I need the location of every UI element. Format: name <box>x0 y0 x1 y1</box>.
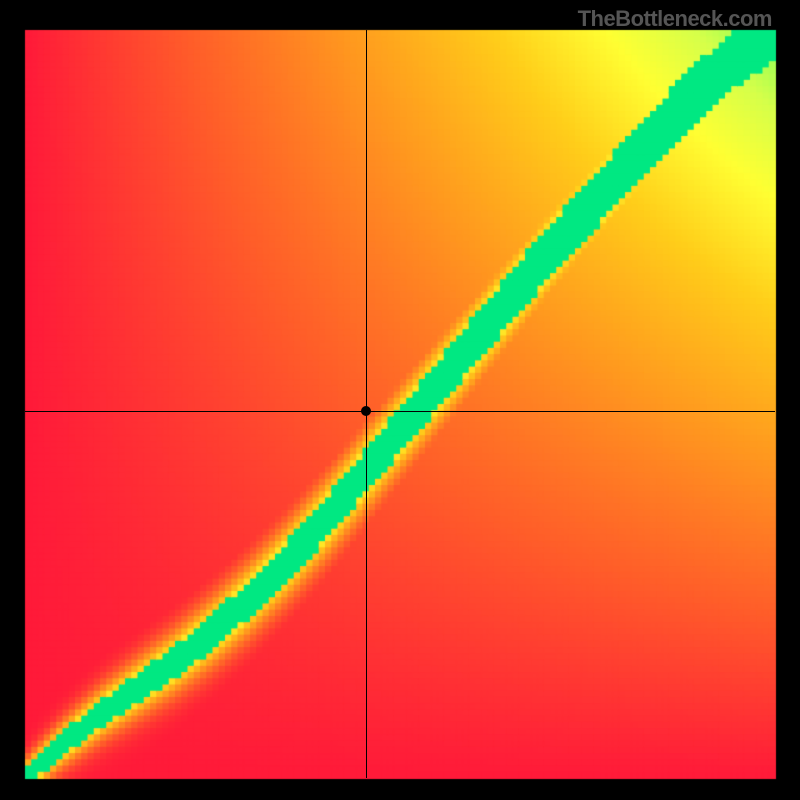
heatmap-canvas <box>0 0 800 800</box>
watermark-text: TheBottleneck.com <box>578 6 772 32</box>
crosshair-horizontal <box>25 411 775 412</box>
marker-point <box>361 406 371 416</box>
chart-container: TheBottleneck.com <box>0 0 800 800</box>
crosshair-vertical <box>366 30 367 778</box>
